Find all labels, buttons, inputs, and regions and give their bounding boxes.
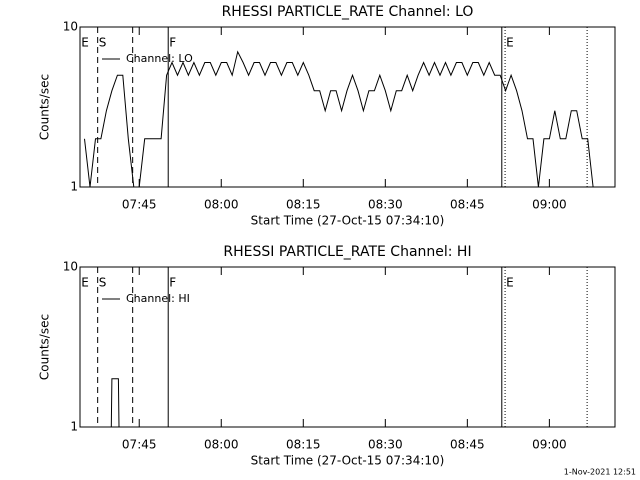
legend-label: Channel: LO xyxy=(126,52,193,65)
x-tick-label: 08:30 xyxy=(368,438,403,452)
event-label: E xyxy=(506,36,514,50)
footer: 1-Nov-2021 12:51 xyxy=(564,468,636,477)
y-tick-label: 1 xyxy=(70,180,78,194)
x-tick-label: 08:15 xyxy=(286,198,321,212)
event-label: E xyxy=(506,276,514,290)
x-tick-label: 08:15 xyxy=(286,438,321,452)
x-tick-label: 08:00 xyxy=(204,198,239,212)
event-label: E xyxy=(81,276,89,290)
y-axis-label: Counts/sec xyxy=(38,74,52,140)
y-tick-label: 10 xyxy=(63,20,78,34)
x-tick-label: 09:00 xyxy=(532,438,567,452)
x-tick-label: 08:45 xyxy=(450,438,485,452)
series-line xyxy=(110,378,120,428)
y-axis-label: Counts/sec xyxy=(38,314,52,380)
event-label: S xyxy=(99,36,107,50)
x-tick-label: 07:45 xyxy=(122,198,157,212)
x-axis-label: Start Time (27-Oct-15 07:34:10) xyxy=(251,454,445,468)
plot-title: RHESSI PARTICLE_RATE Channel: LO xyxy=(222,4,474,20)
plot-title: RHESSI PARTICLE_RATE Channel: HI xyxy=(223,244,471,260)
event-label: F xyxy=(169,36,176,50)
y-tick-label: 1 xyxy=(70,420,78,434)
y-tick-label: 10 xyxy=(63,260,78,274)
x-tick-label: 08:00 xyxy=(204,438,239,452)
plot-frame xyxy=(79,266,616,428)
event-label: S xyxy=(99,276,107,290)
x-axis-label: Start Time (27-Oct-15 07:34:10) xyxy=(251,214,445,228)
series-line xyxy=(84,50,594,188)
x-tick-label: 08:45 xyxy=(450,198,485,212)
x-tick-label: 09:00 xyxy=(532,198,567,212)
x-tick-label: 08:30 xyxy=(368,198,403,212)
event-label: E xyxy=(81,36,89,50)
event-label: F xyxy=(169,276,176,290)
x-tick-label: 07:45 xyxy=(122,438,157,452)
legend-label: Channel: HI xyxy=(126,292,190,305)
plot-frame xyxy=(79,26,616,188)
